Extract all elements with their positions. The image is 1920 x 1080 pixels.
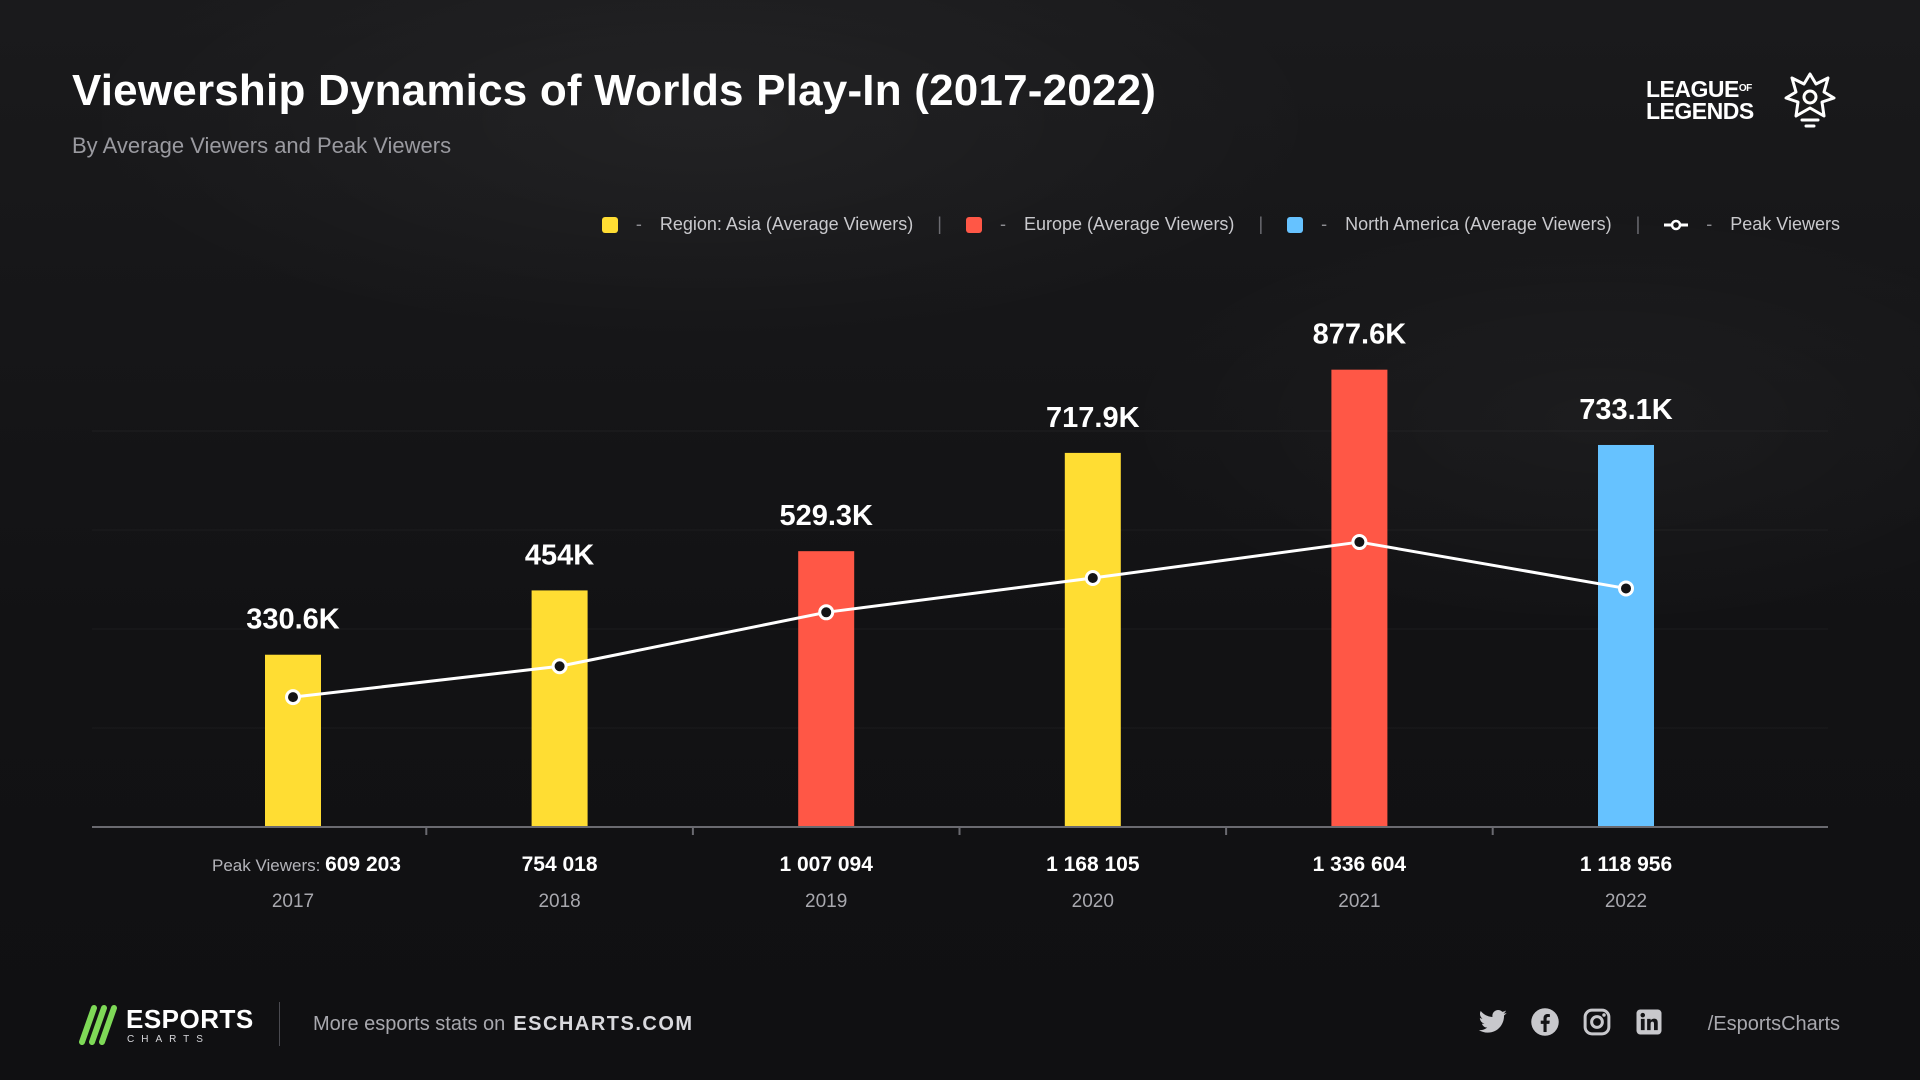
worlds-trophy-icon (1784, 72, 1836, 128)
league-of-legends-logo: LEAGUEOF LEGENDS (1646, 76, 1754, 124)
legend-swatch-europe (965, 216, 982, 233)
peak-value-label: 1 118 956 (1580, 853, 1672, 876)
footer-handle[interactable]: /EsportsCharts (1707, 1013, 1840, 1035)
brand-line1: LEAGUE (1646, 76, 1739, 102)
legend-label-peak: Peak Viewers (1730, 214, 1840, 234)
chart-subtitle: By Average Viewers and Peak Viewers (72, 133, 452, 158)
peak-value: 609 203 (325, 853, 401, 876)
legend-swatch-north-america (1287, 216, 1304, 233)
esports-charts-logo-icon (79, 1005, 117, 1045)
bar-2019 (798, 551, 855, 827)
bar-2017 (265, 654, 321, 827)
footer-more-stats: More esports stats on ESCHARTS.COM (313, 1013, 694, 1036)
peak-prefix-label: Peak Viewers: (212, 856, 325, 875)
bar-value-label: 454K (525, 539, 594, 571)
bar-2022 (1598, 444, 1654, 827)
brand-of: OF (1738, 83, 1752, 94)
footer-logo-text: ESPORTS (126, 1004, 254, 1034)
peak-value-label: 1 336 604 (1313, 853, 1407, 876)
peak-value-label: 1 007 094 (779, 853, 873, 876)
peak-point-2019 (818, 604, 835, 621)
bar-2020 (1064, 452, 1121, 827)
peak-point-2017 (285, 689, 301, 706)
bar-value-label: 877.6K (1313, 319, 1407, 351)
peak-point-2022 (1618, 580, 1634, 597)
peak-point-2020 (1084, 569, 1101, 586)
peak-viewers-line (292, 540, 1627, 699)
bar-value-label: 717.9K (1046, 402, 1140, 434)
bar-value-label: 529.3K (779, 500, 873, 532)
facebook-icon[interactable] (1530, 1007, 1560, 1037)
brand-line2: LEGENDS (1646, 98, 1754, 124)
peak-point-2018 (551, 658, 568, 675)
legend-dash: - (1321, 214, 1328, 234)
twitter-icon[interactable] (1478, 1007, 1508, 1037)
peak-value-label: 754 018 (522, 853, 598, 876)
legend-swatch-asia (601, 216, 618, 233)
legend-item-asia: - Region: Asia (Average Viewers) (601, 214, 914, 235)
legend-separator: | (1635, 214, 1641, 234)
footer-divider (279, 1002, 280, 1046)
instagram-icon[interactable] (1582, 1007, 1612, 1037)
legend-dash: - (1706, 214, 1713, 234)
legend-item-peak: - Peak Viewers (1664, 214, 1840, 235)
legend-separator: | (937, 214, 942, 234)
legend-item-europe: - Europe (Average Viewers) (965, 214, 1235, 235)
year-label: 2021 (1338, 891, 1380, 912)
year-label: 2022 (1605, 891, 1647, 912)
bar-2021 (1331, 369, 1388, 827)
chart-title: Viewership Dynamics of Worlds Play-In (2… (72, 66, 1157, 115)
legend-label-asia: Region: Asia (Average Viewers) (659, 214, 914, 234)
legend-label-north-america: North America (Average Viewers) (1345, 214, 1612, 234)
year-label: 2019 (805, 891, 847, 912)
year-label: 2018 (538, 891, 580, 912)
year-label: 2017 (272, 891, 314, 912)
legend-dash: - (999, 214, 1006, 234)
year-label: 2020 (1072, 891, 1114, 912)
footer-logo-subtext: CHARTS (127, 1034, 210, 1045)
peak-value-label: 1 168 105 (1046, 853, 1140, 876)
social-links (1478, 1007, 1664, 1037)
legend-label-europe: Europe (Average Viewers) (1023, 214, 1235, 234)
legend-item-north-america: - North America (Average Viewers) (1287, 214, 1612, 235)
legend-dash: - (635, 214, 642, 234)
bar-value-label: 330.6K (246, 604, 340, 636)
peak-point-2021 (1351, 534, 1368, 551)
bar-value-label: 733.1K (1579, 394, 1673, 426)
footer-site-link[interactable]: ESCHARTS.COM (513, 1013, 694, 1035)
peak-value-label: Peak Viewers: 609 203 (212, 853, 401, 876)
bar-2018 (531, 590, 588, 827)
footer-more-text: More esports stats on (313, 1013, 506, 1035)
linkedin-icon[interactable] (1634, 1007, 1664, 1037)
legend-separator: | (1258, 214, 1264, 234)
legend: - Region: Asia (Average Viewers) | - Eur… (601, 214, 1840, 235)
legend-swatch-peak (1664, 219, 1689, 230)
